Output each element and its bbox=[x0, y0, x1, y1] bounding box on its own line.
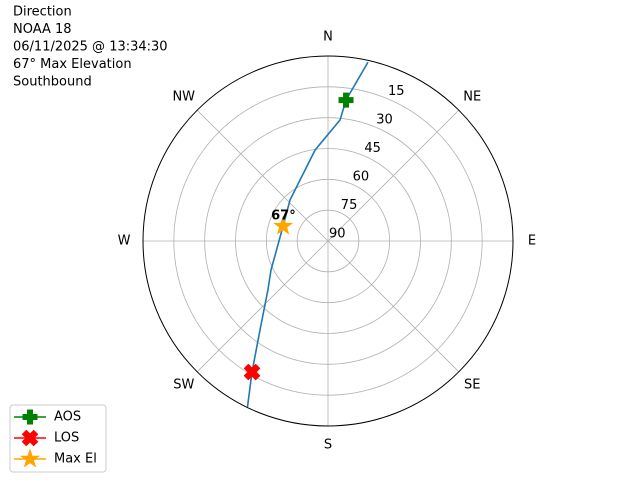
legend-label: LOS bbox=[54, 431, 79, 446]
r-tick-label: 75 bbox=[341, 198, 358, 213]
marker bbox=[243, 363, 261, 381]
theta-tick-label: S bbox=[324, 438, 332, 453]
grid-spoke bbox=[196, 240, 329, 373]
theta-tick-label: SW bbox=[173, 378, 194, 393]
legend: AOS LOS Max El bbox=[9, 404, 107, 473]
legend-box bbox=[9, 404, 107, 473]
title-line: NOAA 18 bbox=[13, 22, 72, 37]
title-line: 06/11/2025 @ 13:34:30 bbox=[13, 40, 168, 55]
marker bbox=[338, 92, 354, 108]
theta-tick-label: NE bbox=[463, 89, 481, 104]
r-tick-label: 60 bbox=[353, 170, 370, 185]
r-tick-label: 45 bbox=[364, 141, 381, 156]
r-tick-label: 15 bbox=[388, 84, 405, 99]
grid-spoke bbox=[327, 109, 460, 242]
plot-boundary bbox=[142, 55, 514, 427]
title-line: Direction bbox=[13, 5, 72, 20]
legend-label: AOS bbox=[54, 410, 81, 425]
theta-tick-label: E bbox=[528, 234, 536, 249]
theta-tick-label: N bbox=[323, 30, 333, 45]
theta-tick-label: W bbox=[118, 234, 131, 249]
theta-tick-label: NW bbox=[172, 89, 195, 104]
r-tick-label: 90 bbox=[329, 227, 346, 242]
marker bbox=[273, 215, 294, 235]
grid-spoke bbox=[327, 240, 460, 373]
grid-spoke bbox=[196, 109, 329, 242]
marker bbox=[19, 448, 41, 468]
marker bbox=[22, 409, 38, 425]
marker bbox=[21, 429, 39, 447]
annotation: 67° bbox=[271, 209, 296, 224]
title-line: Southbound bbox=[13, 75, 92, 90]
theta-tick-label: SE bbox=[464, 378, 480, 393]
title-line: 67° Max Elevation bbox=[13, 57, 132, 72]
r-tick-label: 30 bbox=[376, 113, 393, 128]
legend-label: Max El bbox=[54, 452, 97, 467]
